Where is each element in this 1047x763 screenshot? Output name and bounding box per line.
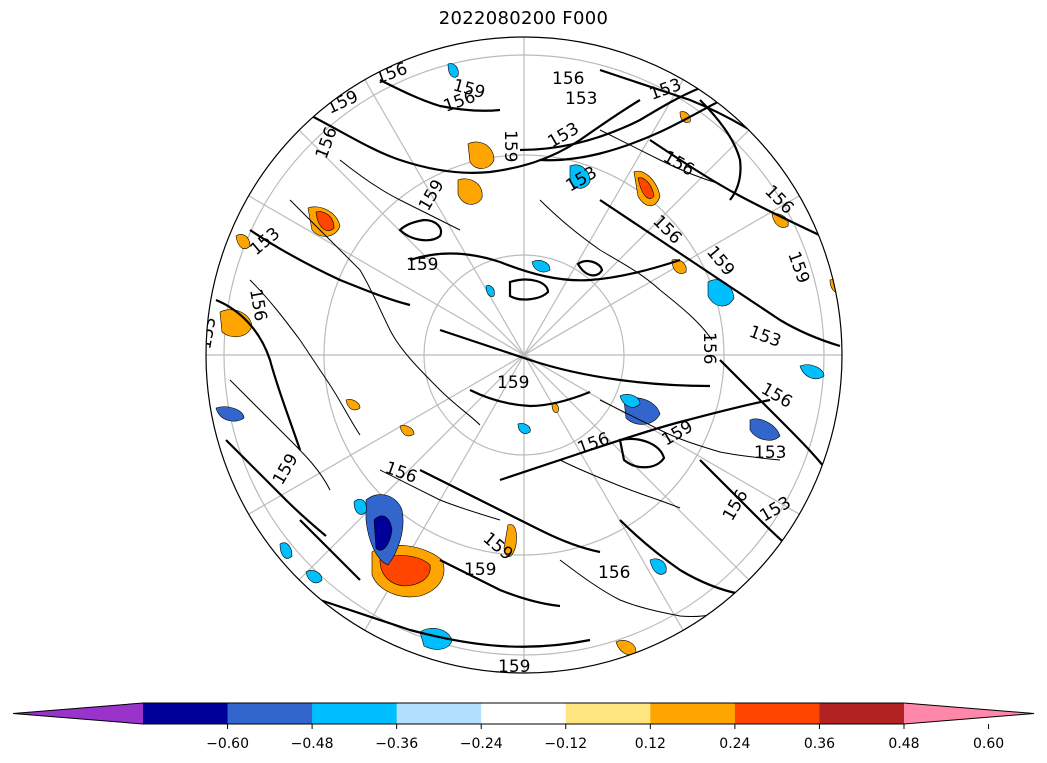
colorbar-tick-label: −0.48 [291,736,334,752]
colorbar-segment [481,703,567,724]
contour-label: 156 [598,563,630,583]
colorbar-tick-label: −0.12 [544,736,587,752]
colorbar-tick-label: −0.36 [375,736,418,752]
colorbar-segment [650,703,736,724]
colorbar-tick-label: −0.60 [206,736,249,752]
colorbar-extend-low [13,703,143,724]
colorbar-segment [312,703,398,724]
colorbar-outline [12,702,1035,725]
colorbar-segment [227,703,313,724]
contour-label: 159 [500,130,520,162]
contour-label: 159 [464,560,496,580]
colorbar-tick-label: 0.24 [719,736,750,752]
colorbar-segment [565,703,651,724]
anomaly-fills [215,63,841,655]
colorbar-segment [143,703,229,724]
graticule [206,37,842,673]
colorbar-tick-label: 0.60 [973,736,1004,752]
contour-label: 159 [406,255,438,275]
colorbar-segment [396,703,482,724]
colorbar-extend-high [904,703,1034,724]
colorbar-segment [819,703,905,724]
colorbar-segment [734,703,820,724]
colorbar-tick-label: 0.48 [888,736,919,752]
height-contours [215,68,841,648]
contour-label: 159 [497,373,529,393]
contour-label: 159 [498,657,530,677]
map-boundary [205,36,843,674]
colorbar-tick-label: 0.12 [635,736,666,752]
map-title: 2022080200 F000 [438,8,609,29]
contour-label: 153 [565,89,597,109]
colorbar-tick-label: 0.36 [804,736,835,752]
contour-label: 156 [552,69,584,89]
colorbar: −0.60 −0.48 −0.36 −0.24 −0.12 0.12 0.24 0.36 0.4… [12,702,1035,752]
contour-label: 156 [699,332,719,364]
colorbar-tick-label: −0.24 [460,736,503,752]
contour-label: 153 [754,443,786,463]
